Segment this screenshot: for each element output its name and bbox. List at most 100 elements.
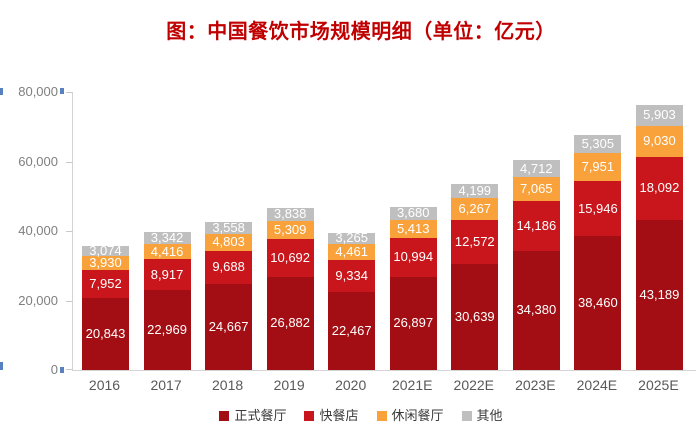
- bar-segment-正式餐厅: 24,667: [205, 284, 253, 370]
- bar-segment-正式餐厅: 20,843: [82, 297, 129, 370]
- segment-value-label: 10,994: [393, 249, 434, 265]
- bar-segment-休闲餐厅: 3,930: [82, 256, 129, 270]
- bar-segment-其他: 5,305: [574, 134, 622, 154]
- bar-segment-其他: 4,712: [512, 160, 560, 177]
- bar-segment-正式餐厅: 26,882: [266, 276, 314, 370]
- bar-segment-其他: 3,838: [266, 206, 314, 222]
- y-tick-label: 80,000: [18, 84, 58, 99]
- segment-value-label: 18,092: [639, 180, 680, 196]
- plot-area: 20,843 7,952 3,930 3,074 22,969 8,917 4,416 3,3…: [66, 92, 696, 371]
- bar-2024E: 38,460 15,946 7,951 5,305: [574, 134, 622, 370]
- segment-value-label: 4,461: [335, 243, 368, 259]
- legend-item-正式餐厅: 正式餐厅: [219, 409, 286, 423]
- bar-segment-正式餐厅: 22,467: [328, 291, 376, 370]
- segment-value-label: 5,305: [581, 136, 615, 152]
- y-tick-mark: [66, 369, 73, 370]
- segment-value-label: 5,413: [396, 220, 430, 236]
- segment-value-label: 4,712: [520, 160, 553, 176]
- x-tick-label-2018: 2018: [212, 377, 244, 393]
- bar-2023E: 34,380 14,186 7,065 4,712: [512, 160, 560, 370]
- bar-segment-其他: 5,903: [635, 105, 683, 126]
- segment-value-label: 26,882: [270, 315, 311, 331]
- segment-value-label: 7,952: [89, 275, 122, 291]
- bar-segment-快餐店: 9,334: [328, 259, 376, 292]
- bar-segment-快餐店: 12,572: [451, 219, 499, 264]
- legend-swatch-icon: [461, 411, 472, 421]
- y-tick-mark: [66, 300, 73, 302]
- bar-segment-其他: 3,265: [328, 230, 376, 246]
- selection-handle-artifact: [60, 88, 64, 94]
- bar-segment-正式餐厅: 38,460: [574, 236, 622, 370]
- bar-segment-其他: 3,074: [82, 242, 129, 258]
- bar-segment-正式餐厅: 30,639: [451, 263, 499, 370]
- bar-segment-快餐店: 10,994: [389, 238, 437, 277]
- segment-value-label: 3,265: [335, 230, 368, 246]
- segment-value-label: 20,843: [85, 325, 126, 341]
- legend-swatch-icon: [376, 411, 387, 421]
- y-tick-label: 20,000: [18, 292, 58, 308]
- segment-value-label: 15,946: [577, 200, 618, 216]
- legend-item-休闲餐厅: 休闲餐厅: [376, 409, 444, 423]
- bar-segment-快餐店: 14,186: [512, 201, 560, 251]
- bar-segment-休闲餐厅: 6,267: [451, 198, 499, 220]
- bar-segment-休闲餐厅: 5,413: [389, 219, 437, 239]
- bar-segment-快餐店: 7,952: [82, 269, 129, 298]
- segment-value-label: 3,838: [273, 206, 307, 222]
- segment-value-label: 8,917: [150, 266, 184, 282]
- bar-segment-快餐店: 9,688: [205, 250, 253, 285]
- bar-2018: 24,667 9,688 4,803 3,558: [205, 221, 253, 370]
- x-tick-label-2023E: 2023E: [515, 377, 556, 393]
- bar-segment-其他: 3,558: [205, 221, 253, 234]
- x-tick-label-2017: 2017: [150, 377, 182, 393]
- segment-value-label: 9,334: [335, 267, 368, 283]
- legend-swatch-icon: [304, 411, 315, 421]
- bar-2020: 22,467 9,334 4,461 3,265: [328, 230, 376, 370]
- bar-segment-休闲餐厅: 7,065: [512, 176, 560, 202]
- legend: 正式餐厅 快餐店 休闲餐厅 其他: [0, 409, 700, 423]
- bar-segment-快餐店: 18,092: [635, 157, 683, 220]
- segment-value-label: 6,267: [458, 200, 492, 216]
- segment-value-label: 5,903: [643, 107, 676, 123]
- x-tick-label-2016: 2016: [88, 377, 121, 393]
- y-tick-mark: [66, 161, 73, 163]
- bar-2019: 26,882 10,692 5,309 3,838: [266, 206, 314, 370]
- legend-label: 其他: [476, 408, 503, 423]
- bar-2017: 22,969 8,917 4,416 3,342: [143, 231, 191, 370]
- bar-segment-休闲餐厅: 4,803: [205, 233, 253, 251]
- segment-value-label: 9,030: [643, 133, 676, 149]
- selection-handle-artifact: [60, 367, 64, 373]
- legend-item-快餐店: 快餐店: [304, 408, 359, 423]
- segment-value-label: 12,572: [454, 233, 495, 249]
- segment-value-label: 9,688: [212, 259, 245, 275]
- bar-segment-休闲餐厅: 7,951: [574, 153, 622, 181]
- bar-segment-快餐店: 10,692: [266, 239, 314, 277]
- x-tick-label-2024E: 2024E: [576, 377, 618, 393]
- selection-handle-artifact: [0, 362, 3, 370]
- bar-segment-快餐店: 8,917: [143, 259, 191, 291]
- x-tick-label-2020: 2020: [335, 377, 367, 393]
- x-tick-label-2019: 2019: [273, 377, 305, 393]
- segment-value-label: 22,969: [147, 322, 187, 338]
- segment-value-label: 3,074: [89, 242, 122, 258]
- segment-value-label: 34,380: [516, 302, 557, 318]
- segment-value-label: 3,930: [89, 255, 122, 271]
- bar-segment-正式餐厅: 43,189: [635, 219, 683, 370]
- bar-segment-其他: 3,680: [389, 206, 437, 220]
- segment-value-label: 4,803: [212, 234, 245, 250]
- segment-value-label: 30,639: [454, 308, 495, 324]
- segment-value-label: 14,186: [516, 217, 557, 233]
- y-tick-label: 40,000: [18, 223, 58, 238]
- legend-label: 正式餐厅: [234, 408, 287, 423]
- segment-value-label: 4,416: [150, 243, 184, 259]
- bar-segment-正式餐厅: 22,969: [143, 290, 191, 370]
- y-tick-mark: [66, 92, 73, 93]
- segment-value-label: 10,692: [270, 250, 311, 266]
- legend-label: 快餐店: [319, 408, 359, 423]
- bar-segment-休闲餐厅: 4,461: [328, 243, 376, 260]
- y-axis-labels: 0 20,000 40,000 60,000 80,000: [0, 0, 58, 434]
- bars-container: 20,843 7,952 3,930 3,074 22,969 8,917 4,416 3,3…: [73, 92, 696, 370]
- x-tick-label-2025E: 2025E: [638, 377, 679, 393]
- legend-item-其他: 其他: [461, 408, 503, 423]
- bar-2025E: 43,189 18,092 9,030 5,903: [635, 105, 683, 370]
